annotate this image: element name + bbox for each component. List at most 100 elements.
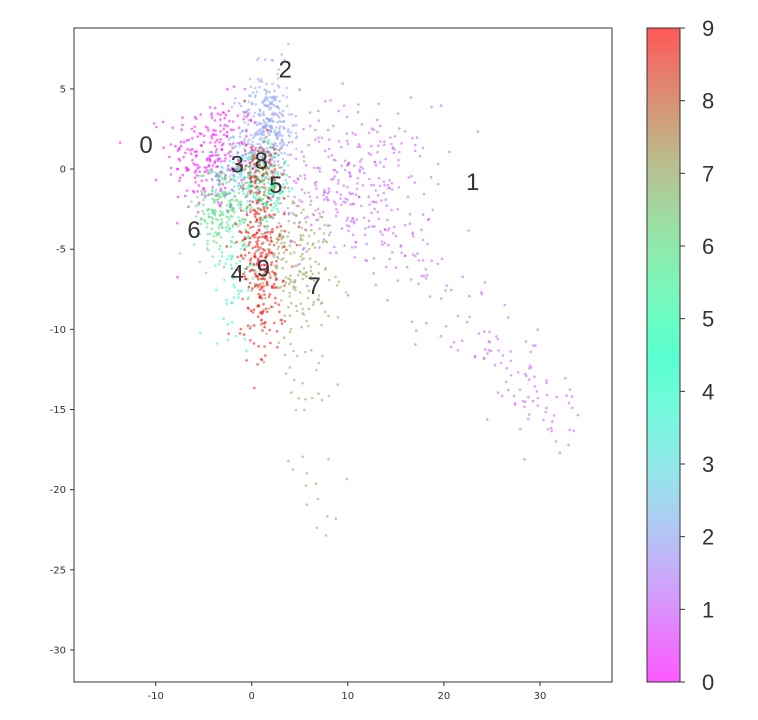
scatter-point-class-1 <box>327 190 331 193</box>
scatter-point-class-1 <box>545 393 549 397</box>
scatter-point-class-1 <box>349 192 352 196</box>
scatter-point-class-0 <box>192 162 195 165</box>
scatter-point-class-1 <box>439 104 443 107</box>
scatter-point-class-5 <box>270 209 274 212</box>
scatter-point-class-9 <box>255 231 259 234</box>
scatter-point-class-2 <box>250 102 254 106</box>
scatter-point-class-1 <box>324 100 327 103</box>
scatter-point-class-9 <box>251 154 254 157</box>
scatter-point-class-2 <box>271 82 274 86</box>
scatter-point-class-7 <box>291 468 295 471</box>
scatter-point-class-1 <box>552 414 556 417</box>
scatter-point-class-1 <box>374 189 378 192</box>
scatter-point-class-5 <box>266 142 270 146</box>
scatter-point-class-9 <box>269 239 273 242</box>
scatter-point-class-9 <box>266 230 270 234</box>
scatter-point-class-7 <box>244 181 247 185</box>
scatter-point-class-9 <box>241 297 244 301</box>
scatter-point-class-1 <box>305 250 309 253</box>
scatter-point-class-5 <box>284 160 287 163</box>
scatter-point-class-1 <box>304 216 307 220</box>
scatter-point-class-9 <box>248 236 252 240</box>
scatter-point-class-9 <box>256 239 260 242</box>
scatter-point-class-9 <box>253 386 256 390</box>
scatter-point-class-0 <box>243 87 247 91</box>
scatter-point-class-3 <box>213 191 217 194</box>
scatter-point-class-0 <box>212 133 215 136</box>
scatter-point-class-1 <box>333 245 336 249</box>
scatter-point-class-1 <box>337 140 341 143</box>
colorbar-tick-label: 9 <box>702 16 714 41</box>
scatter-point-class-1 <box>385 204 389 207</box>
scatter-point-class-2 <box>270 126 274 130</box>
scatter-point-class-1 <box>387 243 390 247</box>
scatter-point-class-1 <box>546 428 550 431</box>
scatter-point-class-1 <box>440 257 444 261</box>
scatter-point-class-2 <box>257 123 261 126</box>
cluster-label-5: 5 <box>269 172 282 199</box>
scatter-point-class-2 <box>255 123 259 126</box>
scatter-point-class-1 <box>529 350 533 354</box>
scatter-point-class-7 <box>327 314 330 318</box>
scatter-point-class-1 <box>357 143 361 146</box>
scatter-point-class-7 <box>302 160 306 163</box>
scatter-point-class-6 <box>211 189 214 192</box>
scatter-point-class-4 <box>217 262 221 266</box>
scatter-point-class-7 <box>287 231 291 234</box>
scatter-point-class-9 <box>248 203 252 207</box>
scatter-point-class-7 <box>293 280 297 284</box>
scatter-point-class-8 <box>248 174 251 177</box>
scatter-point-class-1 <box>450 288 453 292</box>
scatter-point-class-0 <box>193 176 197 179</box>
scatter-point-class-9 <box>261 322 264 325</box>
scatter-point-class-0 <box>191 137 194 140</box>
scatter-point-class-2 <box>243 137 246 141</box>
scatter-point-class-1 <box>487 340 491 343</box>
scatter-point-class-7 <box>297 273 300 277</box>
scatter-point-class-7 <box>288 366 292 369</box>
y-tick-label: -25 <box>50 565 66 576</box>
scatter-point-class-2 <box>295 135 299 138</box>
scatter-point-class-1 <box>509 374 513 377</box>
scatter-point-class-1 <box>512 394 516 398</box>
scatter-point-class-2 <box>284 179 287 182</box>
scatter-point-class-2 <box>268 90 271 94</box>
scatter-point-class-8 <box>262 149 265 152</box>
scatter-point-class-0 <box>221 111 224 114</box>
scatter-point-class-0 <box>185 139 188 142</box>
scatter-point-class-1 <box>568 428 571 432</box>
scatter-point-class-7 <box>324 534 328 537</box>
scatter-point-class-1 <box>318 212 321 215</box>
scatter-point-class-8 <box>257 191 261 195</box>
scatter-point-class-2 <box>246 140 250 143</box>
scatter-point-class-1 <box>415 329 418 332</box>
scatter-point-class-7 <box>292 251 296 254</box>
scatter-point-class-1 <box>354 240 358 244</box>
scatter-point-class-7 <box>307 289 311 293</box>
scatter-point-class-0 <box>194 169 198 172</box>
scatter-point-class-1 <box>411 136 414 140</box>
scatter-point-class-6 <box>218 181 222 185</box>
cluster-label-1: 1 <box>466 169 479 196</box>
scatter-point-class-6 <box>229 203 233 206</box>
scatter-point-class-3 <box>236 176 239 179</box>
scatter-point-class-1 <box>373 160 377 164</box>
scatter-point-class-0 <box>220 148 224 152</box>
scatter-point-class-7 <box>262 360 266 364</box>
scatter-point-class-9 <box>251 287 254 290</box>
scatter-point-class-1 <box>356 177 360 180</box>
scatter-point-class-9 <box>245 267 248 271</box>
scatter-point-class-5 <box>271 217 275 220</box>
scatter-point-class-2 <box>270 101 273 105</box>
scatter-point-class-8 <box>259 146 262 150</box>
scatter-point-class-7 <box>305 319 308 323</box>
scatter-point-class-8 <box>256 157 259 161</box>
scatter-point-class-7 <box>287 277 290 281</box>
scatter-point-class-3 <box>238 144 241 147</box>
scatter-point-class-2 <box>252 144 255 147</box>
scatter-point-class-7 <box>267 186 271 190</box>
scatter-point-class-4 <box>237 296 240 300</box>
scatter-point-class-1 <box>291 239 294 243</box>
scatter-point-class-0 <box>249 119 253 122</box>
scatter-point-class-0 <box>221 102 225 105</box>
